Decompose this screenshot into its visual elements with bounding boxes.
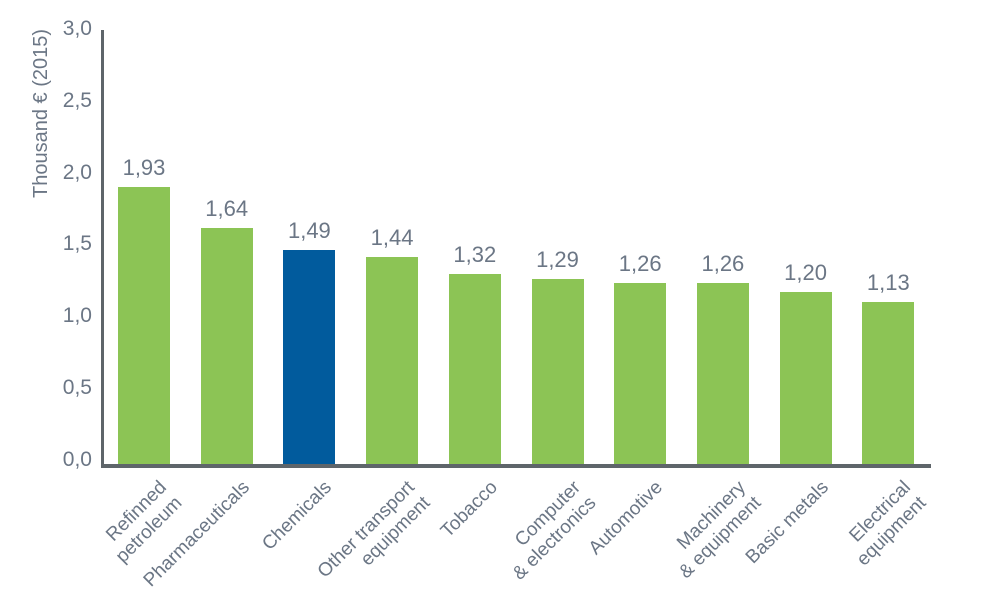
y-tick-label: 3,0: [62, 16, 92, 40]
y-tick-label: 2,0: [62, 160, 92, 184]
bar: [448, 274, 501, 464]
y-tick-label: 1,0: [62, 304, 92, 328]
bar-value-label: 1,44: [370, 225, 414, 250]
bar: [366, 257, 419, 464]
bar-value-label: 1,13: [866, 270, 910, 295]
bar-value-label: 1,26: [701, 251, 745, 276]
y-tick-label: 0,0: [62, 448, 92, 471]
bar: [614, 283, 667, 464]
bar-value-label: 1,32: [453, 242, 497, 267]
bar: [696, 283, 749, 464]
y-tick-label: 1,5: [62, 232, 92, 256]
y-tick-label: 2,5: [62, 88, 92, 112]
bar: [118, 187, 170, 464]
bar: [779, 292, 832, 464]
y-tick-label: 0,5: [62, 376, 92, 400]
bar: [283, 250, 336, 464]
x-axis-line: [101, 464, 931, 468]
bar: [862, 302, 915, 464]
bar-value-label: 1,29: [536, 247, 579, 272]
bar-value-label: 1,20: [784, 260, 827, 285]
bar: [200, 228, 253, 464]
bar-value-label: 1,49: [287, 218, 331, 243]
bar: [531, 279, 584, 464]
y-axis-line: [101, 30, 104, 468]
bar-value-label: 1,64: [205, 196, 249, 221]
bar-value-label: 1,26: [618, 251, 662, 276]
bar-value-label: 1,93: [122, 155, 166, 180]
